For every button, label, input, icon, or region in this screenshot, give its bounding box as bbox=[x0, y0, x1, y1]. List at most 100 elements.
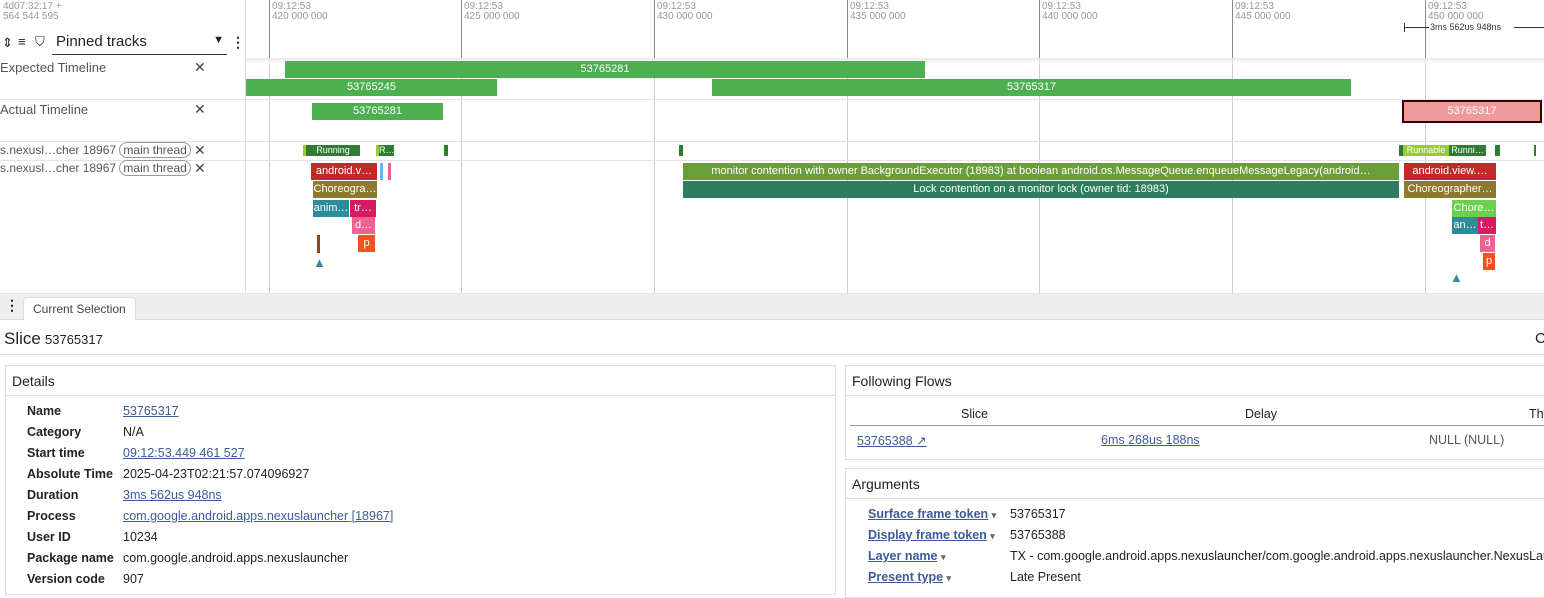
page-title: Slice bbox=[4, 329, 41, 348]
detail-value[interactable]: 53765317 bbox=[123, 404, 179, 418]
argument-value: TX - com.google.android.apps.nexuslaunch… bbox=[1010, 549, 1544, 563]
argument-key: Display frame token bbox=[868, 528, 987, 542]
detail-row: Start time 09:12:53.449 461 527 bbox=[27, 443, 835, 464]
thread-state-running[interactable] bbox=[679, 145, 683, 156]
expected-slice[interactable]: 53765281 bbox=[285, 61, 925, 78]
actual-slice[interactable]: 53765281 bbox=[312, 103, 443, 120]
detail-row: User ID 10234 bbox=[27, 527, 835, 548]
more-options-icon[interactable]: ⋮ bbox=[5, 297, 19, 313]
thread-slice[interactable]: Choreogra… bbox=[313, 181, 377, 198]
chevron-down-icon: ▼ bbox=[213, 34, 224, 46]
thread-state-running[interactable] bbox=[1534, 145, 1536, 156]
thread-state-running[interactable]: Running bbox=[303, 145, 360, 156]
monitor-contention-slice[interactable]: monitor contention with owner Background… bbox=[683, 163, 1399, 180]
thread-slice[interactable]: anim… bbox=[313, 200, 349, 217]
detail-row: Category N/A bbox=[27, 422, 835, 443]
flow-delay-link[interactable]: 6ms 268us 188ns bbox=[1101, 433, 1200, 447]
track-name-thread-state: s.nexusl…cher 18967 main thread bbox=[0, 142, 191, 158]
close-icon[interactable]: ✕ bbox=[194, 101, 206, 117]
time-tick-label: 09:12:53 445 000 000 bbox=[1235, 1, 1291, 22]
thread-state-running[interactable] bbox=[444, 145, 448, 156]
detail-value: N/A bbox=[123, 425, 144, 439]
time-tick-label: 09:12:53 430 000 000 bbox=[657, 1, 713, 22]
thread-state-running[interactable] bbox=[1495, 145, 1500, 156]
grid-line bbox=[654, 0, 655, 293]
detail-row: Absolute Time 2025-04-23T02:21:57.0740969… bbox=[27, 464, 835, 485]
grid-line bbox=[461, 0, 462, 293]
detail-value[interactable]: 3ms 562us 948ns bbox=[123, 488, 222, 502]
track-header-panel: 4d07:32:17 + 564 544 595 ⇕ ≡ ⛉ Pinned tr… bbox=[0, 0, 246, 58]
main-thread-badge: main thread bbox=[119, 160, 191, 176]
close-icon[interactable]: ✕ bbox=[194, 160, 206, 176]
thread-slice[interactable]: an… bbox=[1452, 217, 1478, 234]
thread-slice[interactable]: d… bbox=[352, 217, 375, 234]
thread-slice[interactable]: android.v… bbox=[311, 163, 377, 180]
detail-row: Process com.google.android.apps.nexuslaun… bbox=[27, 506, 835, 527]
detail-value[interactable]: com.google.android.apps.nexuslauncher [1… bbox=[123, 509, 394, 523]
caret-down-icon: ▾ bbox=[946, 573, 952, 583]
details-title: Details bbox=[6, 366, 835, 396]
track-name-thread: s.nexusl…cher 18967 main thread bbox=[0, 160, 191, 176]
detail-value: 10234 bbox=[123, 530, 158, 544]
detail-row: Version code 907 bbox=[27, 569, 835, 590]
argument-value: 53765317 bbox=[1010, 507, 1066, 521]
detail-row: Duration 3ms 562us 948ns bbox=[27, 485, 835, 506]
table-row: 53765388 ↗ 6ms 268us 188ns NULL (NULL) bbox=[857, 433, 1505, 448]
grid-line bbox=[1039, 0, 1040, 293]
grid-line bbox=[847, 0, 848, 293]
trace-offset: 4d07:32:17 + bbox=[3, 1, 62, 12]
caret-down-icon: ▾ bbox=[991, 510, 997, 520]
thread-slice[interactable]: p bbox=[1483, 253, 1495, 270]
time-tick-label: 09:12:53 425 000 000 bbox=[464, 1, 520, 22]
lock-contention-slice[interactable]: Lock contention on a monitor lock (owner… bbox=[683, 181, 1399, 198]
thread-slice[interactable]: Choreographer… bbox=[1404, 181, 1496, 198]
grid-line bbox=[269, 0, 270, 293]
expected-slice[interactable]: 53765317 bbox=[712, 79, 1351, 96]
filter-icon[interactable]: ⛉ bbox=[35, 34, 45, 49]
arguments-title: Arguments bbox=[846, 469, 1544, 499]
detail-value[interactable]: 09:12:53.449 461 527 bbox=[123, 446, 245, 460]
argument-key: Present type bbox=[868, 570, 944, 584]
selection-header: Slice 53765317 C bbox=[0, 320, 1544, 355]
thread-slice[interactable]: t… bbox=[1478, 217, 1496, 234]
thread-slice[interactable]: d bbox=[1480, 235, 1495, 252]
more-options-icon[interactable]: ⋮ bbox=[231, 34, 245, 50]
flow-arrow-icon: ▲ bbox=[313, 255, 326, 270]
flows-table-header: Slice Delay Thr bbox=[850, 402, 1544, 426]
flow-arrow-icon: ▲ bbox=[1450, 270, 1463, 285]
thread-slice[interactable]: Chore… bbox=[1452, 200, 1496, 217]
time-tick-label: 09:12:53 450 000 000 bbox=[1428, 1, 1484, 22]
close-icon[interactable]: ✕ bbox=[194, 142, 206, 158]
time-tick-label: 09:12:53 420 000 000 bbox=[272, 1, 328, 22]
selection-duration-marker: 3ms 562us 948ns bbox=[1404, 22, 1544, 34]
argument-row: Layer name ▾ TX - com.google.android.apps… bbox=[868, 546, 1544, 567]
sort-icon[interactable]: ≡ bbox=[18, 34, 26, 49]
argument-value: Late Present bbox=[1010, 570, 1081, 584]
thread-state-runnable[interactable]: Runnable bbox=[1399, 145, 1449, 156]
detail-value: 2025-04-23T02:21:57.074096927 bbox=[123, 467, 310, 481]
details-panel: Details Name 53765317 Category N/A Start tim… bbox=[5, 365, 836, 595]
expand-collapse-icon[interactable]: ⇕ bbox=[2, 35, 13, 50]
following-flows-panel: Following Flows Slice Delay Thr 53765388… bbox=[845, 365, 1544, 460]
detail-row: Name 53765317 bbox=[27, 401, 835, 422]
detail-value: com.google.android.apps.nexuslauncher bbox=[123, 551, 349, 565]
thread-slice[interactable]: tr… bbox=[350, 200, 376, 217]
flow-slice-link[interactable]: 53765388 ↗ bbox=[857, 434, 927, 448]
caret-down-icon: ▾ bbox=[940, 552, 946, 562]
tab-current-selection[interactable]: Current Selection bbox=[23, 297, 136, 320]
thread-state-running[interactable]: Runni… bbox=[1449, 145, 1486, 156]
actual-slice-selected[interactable]: 53765317 bbox=[1402, 100, 1542, 123]
expected-slice[interactable]: 53765245 bbox=[246, 79, 497, 96]
thread-state-running[interactable]: R… bbox=[376, 145, 394, 156]
following-flows-title: Following Flows bbox=[846, 366, 1544, 396]
close-icon[interactable]: ✕ bbox=[194, 59, 206, 75]
detail-value: 907 bbox=[123, 572, 144, 586]
main-thread-badge: main thread bbox=[119, 142, 191, 158]
track-filter-select[interactable]: Pinned tracks ▼ bbox=[52, 33, 227, 55]
time-tick-label: 09:12:53 435 000 000 bbox=[850, 1, 906, 22]
thread-slice[interactable]: android.view.… bbox=[1404, 163, 1496, 180]
thread-slice[interactable]: p bbox=[358, 235, 375, 252]
trace-offset-ns: 564 544 595 bbox=[3, 11, 59, 22]
argument-key: Surface frame token bbox=[868, 507, 989, 521]
bottom-tab-bar: ⋮ Current Selection bbox=[0, 294, 1544, 320]
